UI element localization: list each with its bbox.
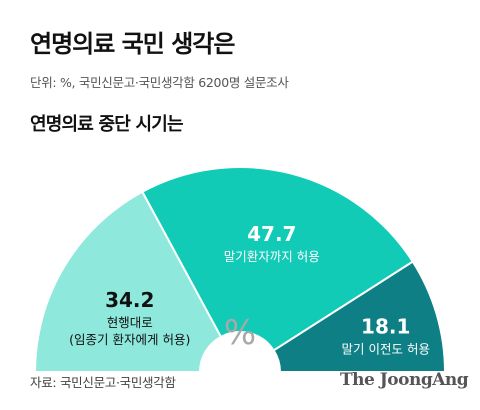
center-unit-label: % xyxy=(224,313,256,353)
page-title: 연명의료 국민 생각은 xyxy=(30,30,235,58)
source-note: 자료: 국민신문고·국민생각함 xyxy=(30,375,176,390)
chart-title: 연명의료 중단 시기는 xyxy=(30,114,184,135)
unit-note: 단위: %, 국민신문고·국민생각함 6200명 설문조사 xyxy=(30,75,289,90)
slice-1 xyxy=(33,190,223,373)
slice-value-label: 18.1 xyxy=(361,315,410,339)
slice-value-label: 47.7 xyxy=(247,222,296,246)
slice-category-label: 말기환자까지 허용 xyxy=(224,249,320,264)
slice-category-label: 현행대로 xyxy=(107,315,153,330)
slice-3 xyxy=(272,260,447,373)
slice-value-label: 34.2 xyxy=(105,288,154,312)
slice-category-label: 말기 이전도 허용 xyxy=(342,342,430,357)
brand-logo: The JoongAng xyxy=(340,370,469,390)
slice-category-label: (임종기 환자에게 허용) xyxy=(69,332,190,347)
